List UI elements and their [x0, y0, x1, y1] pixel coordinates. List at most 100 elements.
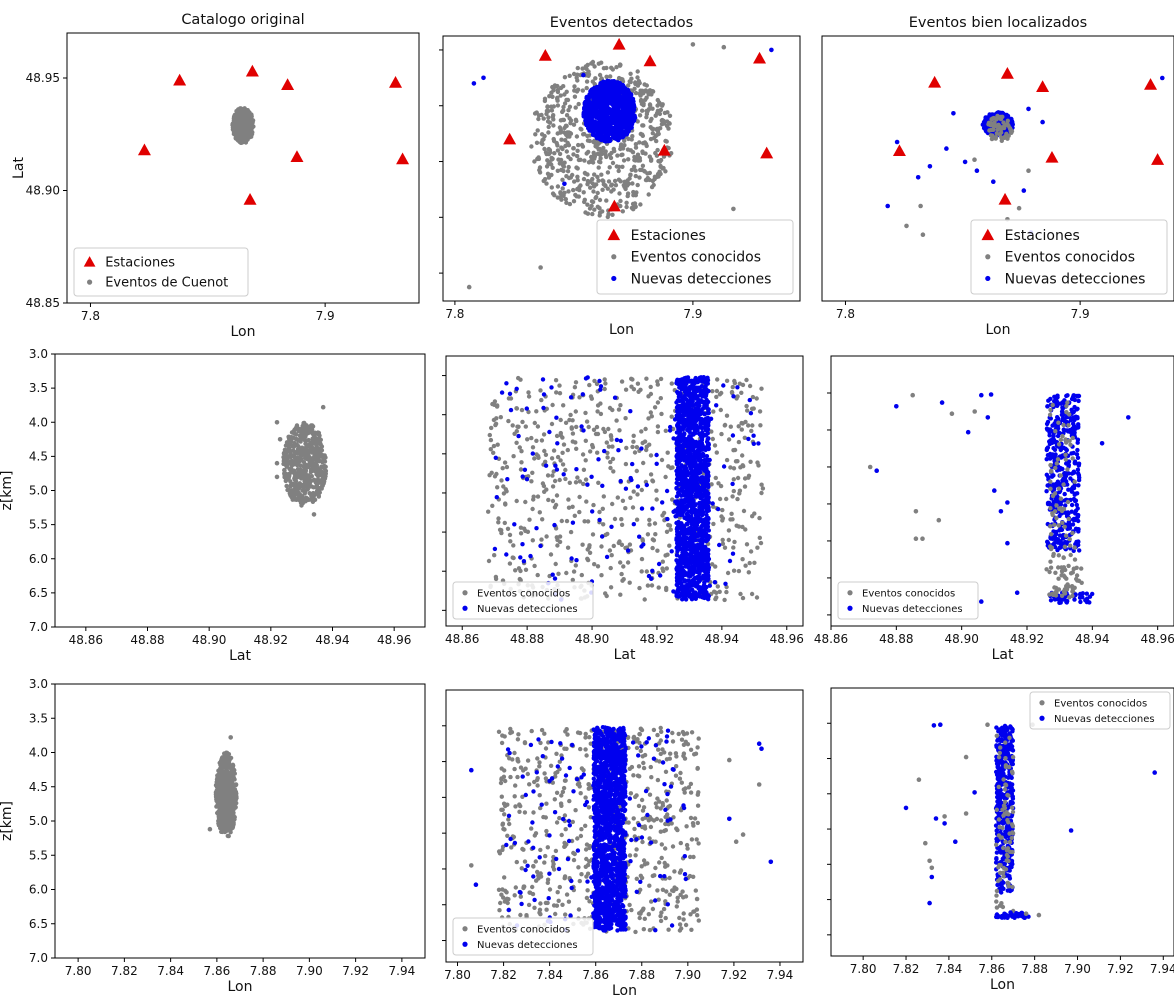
- new-detection-point: [706, 515, 711, 521]
- known-event-point: [530, 445, 536, 450]
- known-event-point: [650, 89, 655, 94]
- known-event-point: [619, 522, 625, 527]
- known-event-point: [597, 72, 603, 78]
- new-detection-point: [596, 134, 601, 139]
- known-event-point: [491, 443, 497, 449]
- known-event-point: [549, 456, 555, 461]
- chart-title: Eventos detectados: [550, 15, 693, 31]
- known-event-point: [593, 144, 598, 149]
- known-event-point: [576, 101, 581, 107]
- known-event-point: [530, 506, 535, 512]
- known-event-point: [492, 553, 497, 558]
- known-event-point: [530, 538, 535, 543]
- new-detection-point: [675, 548, 680, 554]
- known-event-point: [570, 172, 575, 178]
- new-detection-point: [693, 442, 699, 447]
- known-event-point: [292, 459, 297, 465]
- new-detection-point: [702, 422, 708, 427]
- new-detection-point: [619, 115, 625, 120]
- known-event-point: [649, 583, 655, 588]
- known-event-point: [667, 113, 673, 119]
- known-event-point: [235, 125, 241, 130]
- known-event-point: [581, 481, 586, 487]
- known-event-point: [539, 537, 544, 542]
- new-detection-point: [696, 551, 701, 556]
- plot-area: [885, 67, 1165, 237]
- new-detection-point: [626, 111, 631, 116]
- known-event-point: [305, 486, 310, 492]
- known-event-point: [541, 483, 547, 489]
- known-event-point: [619, 379, 625, 384]
- legend-box: [970, 219, 1168, 295]
- known-event-point: [656, 585, 661, 590]
- known-event-point: [608, 74, 613, 79]
- known-event-point: [606, 179, 612, 184]
- known-event-point: [307, 424, 313, 429]
- known-event-point: [597, 197, 603, 203]
- new-detection-point: [705, 505, 711, 510]
- y-tick-label: 5.5: [29, 518, 48, 532]
- known-event-point: [989, 121, 994, 126]
- known-event-point: [288, 484, 293, 489]
- new-detection-point: [599, 88, 604, 93]
- known-event-point: [588, 449, 593, 454]
- known-event-point: [571, 122, 577, 127]
- new-detection-point: [590, 109, 595, 114]
- known-event-point: [711, 521, 716, 527]
- known-event-point: [592, 64, 597, 69]
- known-event-point: [579, 127, 584, 132]
- x-tick-label: 7.8: [836, 307, 855, 321]
- known-event-point: [589, 396, 594, 401]
- station-marker: [245, 64, 259, 77]
- known-event-point: [633, 173, 638, 179]
- known-event-point: [744, 403, 749, 409]
- new-detection-point: [613, 82, 618, 88]
- known-event-point: [623, 387, 629, 392]
- known-event-point: [231, 126, 236, 131]
- new-detection-point: [598, 98, 603, 103]
- known-event-point: [750, 394, 756, 400]
- known-event-point: [580, 88, 585, 93]
- known-event-point: [564, 149, 569, 154]
- known-event-point: [547, 148, 553, 153]
- known-event-point: [655, 424, 661, 429]
- known-event-point: [608, 465, 613, 471]
- known-event-point: [547, 160, 552, 165]
- known-event-point: [633, 142, 639, 147]
- known-event-point: [650, 479, 656, 484]
- known-event-point: [293, 489, 298, 495]
- known-event-point: [314, 462, 319, 468]
- known-event-point: [562, 101, 568, 106]
- new-detection-point: [610, 113, 615, 118]
- known-event-point: [574, 424, 579, 430]
- known-event-point: [323, 468, 328, 474]
- known-event-point: [583, 410, 588, 416]
- known-event-point: [648, 158, 654, 163]
- known-event-point: [296, 459, 301, 465]
- known-event-point: [303, 441, 308, 446]
- new-detection-point: [700, 586, 705, 592]
- known-event-point: [626, 83, 631, 88]
- new-detection-point: [587, 99, 592, 105]
- known-event-point: [713, 596, 718, 602]
- known-event-point: [596, 165, 601, 170]
- known-event-point: [555, 95, 560, 101]
- known-event-point: [661, 510, 667, 516]
- known-event-point: [599, 151, 605, 157]
- known-event-point: [495, 442, 500, 447]
- known-event-point: [635, 154, 640, 159]
- known-event-point: [619, 542, 625, 547]
- known-event-point: [607, 548, 613, 553]
- station-marker: [612, 37, 626, 50]
- known-event-point: [619, 571, 624, 577]
- known-event-point: [588, 159, 594, 164]
- known-event-point: [302, 471, 307, 477]
- known-event-point: [591, 427, 597, 432]
- new-detection-point: [631, 104, 636, 109]
- known-event-point: [619, 142, 624, 147]
- new-detection-point: [674, 486, 679, 491]
- station-marker: [1151, 153, 1165, 165]
- new-detection-point: [585, 104, 590, 109]
- y-tick-label: 4.5: [29, 449, 48, 463]
